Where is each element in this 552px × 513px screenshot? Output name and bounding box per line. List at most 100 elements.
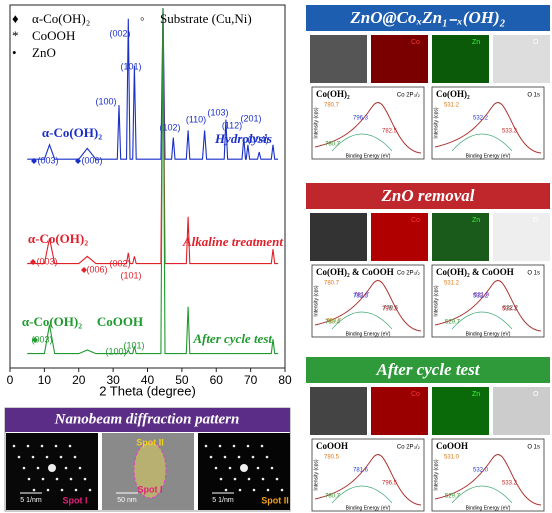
diffraction-spot xyxy=(210,456,213,459)
peak-annotation: (002) xyxy=(109,258,130,268)
peak-annotation: (003) xyxy=(37,155,58,165)
diffraction-spot xyxy=(248,478,251,481)
panel-title: ZnO removal xyxy=(380,186,474,205)
diffraction-spot xyxy=(56,478,59,481)
peak-annotation: (006) xyxy=(86,264,107,274)
xps-region-label: Co 2P₃/₂ xyxy=(397,271,421,277)
scale-bar-label: 5 1/nm xyxy=(212,497,234,504)
diffraction-spot xyxy=(74,456,77,459)
eds-map-label: O xyxy=(533,217,539,224)
eds-map xyxy=(493,213,550,261)
peak-annotation: (004) xyxy=(247,134,268,144)
x-tick-label: 10 xyxy=(38,373,52,387)
diffraction-spot xyxy=(84,478,87,481)
xps-peak-label: 533.3 xyxy=(502,129,518,135)
diffraction-spot xyxy=(266,456,269,459)
xps-peak-label: 529.7 xyxy=(445,494,461,500)
x-tick-label: 70 xyxy=(244,373,258,387)
scale-bar-label: 5 1/nm xyxy=(20,497,42,504)
xps-peak-label: 532.2 xyxy=(473,116,489,122)
xps-peak-label: 529.7 xyxy=(445,320,461,326)
xps-sample-label: CoOOH xyxy=(316,441,348,451)
peak-annotation: α-Co(OH)₂ xyxy=(28,231,88,246)
eds-map xyxy=(493,387,550,435)
xps-peak-label: 780.7 xyxy=(325,142,341,148)
diffraction-spot xyxy=(47,489,50,492)
xps-peak-label: 781.7 xyxy=(354,293,370,299)
legend-symbol: ♦ xyxy=(12,11,19,26)
diffraction-spot xyxy=(262,478,265,481)
xps-region-label: O 1s xyxy=(527,93,540,99)
diffraction-spot xyxy=(13,445,16,448)
eds-map xyxy=(432,35,489,83)
legend-label: Substrate (Cu,Ni) xyxy=(160,11,252,26)
eds-map-label: Co xyxy=(411,391,420,398)
spot-label: Spot II xyxy=(136,437,164,447)
diffraction-spot xyxy=(225,489,228,492)
x-tick-label: 20 xyxy=(72,373,86,387)
peak-annotation: (101) xyxy=(120,270,141,280)
eds-map-label: Zn xyxy=(472,39,480,46)
diffraction-spot xyxy=(69,445,72,448)
xps-y-label: Intensity (cps) xyxy=(313,107,319,138)
diffraction-spot xyxy=(42,478,45,481)
peak-annotation: (101) xyxy=(120,61,141,71)
xps-sample-label: Co(OH)₂ xyxy=(436,89,470,99)
xps-peak-label: 533.2 xyxy=(502,481,518,487)
diffraction-spot xyxy=(70,478,73,481)
diffraction-spot xyxy=(239,489,242,492)
eds-map xyxy=(432,387,489,435)
legend-symbol: ◦ xyxy=(140,11,145,26)
diffraction-spot xyxy=(60,456,63,459)
diffraction-spot xyxy=(281,489,284,492)
diffraction-spot xyxy=(252,456,255,459)
xps-x-label: Binding Energy (eV) xyxy=(466,331,511,337)
peak-annotation: α-Co(OH)₂ xyxy=(42,125,102,140)
diffraction-spot xyxy=(219,445,222,448)
diffraction-spot xyxy=(61,489,64,492)
figure: 010203040506070802 Theta (degree)Hydroly… xyxy=(0,0,552,513)
diffraction-spot xyxy=(267,489,270,492)
diffraction-spot xyxy=(48,464,56,472)
xps-peak-label: 781.6 xyxy=(353,468,369,474)
diffraction-spot xyxy=(28,478,31,481)
series-label: Alkaline treatment xyxy=(182,234,283,249)
diffraction-spot xyxy=(41,445,44,448)
xps-peak-label: 780.7 xyxy=(326,319,342,325)
eds-map xyxy=(310,213,367,261)
xps-sample-label: Co(OH)₂ & CoOOH xyxy=(316,267,394,277)
legend-label: CoOOH xyxy=(32,28,75,43)
diffraction-spot xyxy=(224,456,227,459)
xps-peak-label: 780.7 xyxy=(325,494,341,500)
legend-symbol: * xyxy=(12,28,19,43)
diffraction-spot xyxy=(215,467,218,470)
xps-sample-label: CoOOH xyxy=(436,441,468,451)
diffraction-spot xyxy=(27,445,30,448)
eds-map xyxy=(493,35,550,83)
x-axis-label: 2 Theta (degree) xyxy=(99,383,196,398)
diffraction-spot xyxy=(65,467,68,470)
peak-annotation: (100) xyxy=(95,96,116,106)
xps-peak-label: 796.5 xyxy=(382,481,398,487)
diffraction-spot xyxy=(220,478,223,481)
peak-annotation: (002) xyxy=(109,28,130,38)
eds-map-label: Zn xyxy=(472,217,480,224)
xps-peak-label: 780.7 xyxy=(324,281,340,287)
diffraction-spot xyxy=(55,445,58,448)
spot-label: Spot I xyxy=(138,484,163,494)
eds-map-label: O xyxy=(533,391,539,398)
xps-sample-label: Co(OH)₂ & CoOOH xyxy=(436,267,514,277)
peak-annotation: α-Co(OH)₂ xyxy=(22,314,82,329)
spot-label: Spot I xyxy=(63,495,88,505)
panel-title: ZnO@CoₓZn₁₋ₓ(OH)₂ xyxy=(349,8,505,27)
diffraction-spot xyxy=(261,445,264,448)
eds-map-label: Zn xyxy=(472,391,480,398)
xps-region-label: O 1s xyxy=(527,445,540,451)
xps-y-label: Intensity (cps) xyxy=(313,285,319,316)
peak-annotation: (112) xyxy=(222,120,242,130)
eds-map-label: Co xyxy=(411,39,420,46)
xps-peak-label: 779.6 xyxy=(383,306,399,312)
xps-x-label: Binding Energy (eV) xyxy=(346,505,391,511)
xps-peak-label: 782.5 xyxy=(382,129,398,135)
xps-x-label: Binding Energy (eV) xyxy=(466,153,511,159)
